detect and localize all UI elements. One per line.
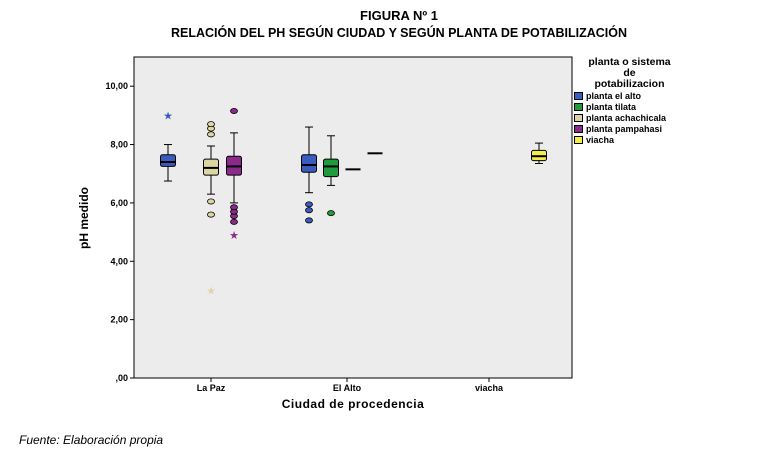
outlier-point xyxy=(305,217,313,224)
outlier-point xyxy=(207,131,215,138)
legend-swatch xyxy=(574,124,583,133)
legend-title-line: de xyxy=(623,67,636,79)
box-iqr xyxy=(301,154,317,173)
outlier-point xyxy=(305,201,313,208)
axes: ,00 2,00 4,00 6,00 8,00 10,00 La Paz El Alto via… xyxy=(105,81,504,393)
legend: planta o sistema de potabilizacion plant… xyxy=(572,57,692,145)
box-iqr xyxy=(323,158,339,178)
outlier-point xyxy=(305,207,313,214)
box-marks: ★ ★ ★ xyxy=(160,107,547,297)
legend-item: planta pampahasi xyxy=(574,123,692,134)
legend-swatch xyxy=(574,91,583,100)
y-axis-label: pH medido xyxy=(77,187,91,249)
legend-item: viacha xyxy=(574,134,692,145)
outlier-point xyxy=(230,218,238,225)
outlier-point xyxy=(327,210,335,217)
y-tick-label: 4,00 xyxy=(110,256,128,266)
legend-label: planta tilata xyxy=(586,101,637,112)
outlier-point xyxy=(207,121,215,128)
y-tick-label: 10,00 xyxy=(105,81,128,91)
outlier-point xyxy=(207,198,215,205)
chart-title: RELACIÓN DEL PH SEGÚN CIUDAD Y SEGÚN PLA… xyxy=(170,26,628,40)
extreme-point: ★ xyxy=(163,109,173,122)
legend-label: viacha xyxy=(586,134,615,145)
y-tick-label: ,00 xyxy=(115,373,128,383)
legend-swatch xyxy=(574,102,583,111)
legend-swatch xyxy=(574,135,583,144)
box-viacha-viacha xyxy=(531,142,547,165)
y-tick-label: 2,00 xyxy=(110,315,128,325)
y-tick-label: 8,00 xyxy=(110,140,128,150)
x-axis-label: Ciudad de procedencia xyxy=(282,397,425,411)
x-tick-label: La Paz xyxy=(197,383,226,393)
extreme-point: ★ xyxy=(206,284,216,297)
legend-swatch xyxy=(574,113,583,122)
legend-title-line: planta o sistema xyxy=(588,56,671,68)
legend-title-line: potabilizacion xyxy=(594,78,665,90)
plot-area xyxy=(133,56,573,379)
legend-item: planta achachicala xyxy=(574,112,692,123)
extreme-point: ★ xyxy=(229,229,239,242)
y-tick-label: 6,00 xyxy=(110,198,128,208)
outlier-point xyxy=(207,211,215,218)
legend-title: planta o sistema de potabilizacion xyxy=(572,57,687,90)
box-planta-tilata-El-Alto xyxy=(323,135,339,217)
source-note: Fuente: Elaboración propia xyxy=(19,433,164,447)
box-planta-pampahasi-La-Paz: ★ xyxy=(226,107,242,242)
legend-label: planta el alto xyxy=(586,90,642,101)
box-iqr xyxy=(160,154,176,167)
legend-item: planta tilata xyxy=(574,101,692,112)
legend-item: planta el alto xyxy=(574,90,692,101)
box-planta-el-alto-La-Paz: ★ xyxy=(160,109,176,182)
legend-label: planta achachicala xyxy=(586,112,667,123)
outlier-point xyxy=(230,107,238,114)
legend-label: planta pampahasi xyxy=(586,123,663,134)
figure-label: FIGURA Nº 1 xyxy=(360,8,438,23)
box-planta-achachicala-La-Paz: ★ xyxy=(203,121,219,297)
x-tick-label: El Alto xyxy=(333,383,362,393)
outlier-point xyxy=(230,204,238,211)
x-tick-label: viacha xyxy=(475,383,504,393)
box-planta-el-alto-El-Alto xyxy=(301,126,317,224)
